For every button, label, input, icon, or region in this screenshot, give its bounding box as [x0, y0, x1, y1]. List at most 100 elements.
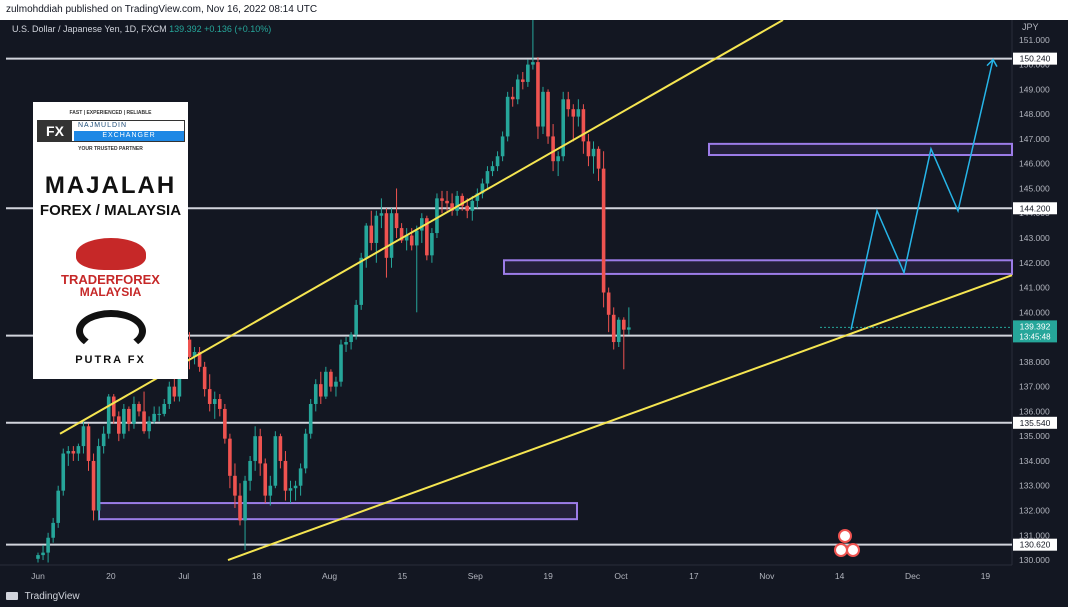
symbol-change: +0.136 (+0.10%)	[204, 24, 272, 34]
tradingview-icon	[6, 592, 18, 601]
candle-body	[288, 488, 293, 491]
publisher-bar: zulmohddiah published on TradingView.com…	[0, 0, 1068, 20]
candle-body	[566, 99, 571, 110]
y-tick-label: 138.000	[1019, 357, 1050, 367]
candle-body	[591, 148, 596, 157]
y-tick-label: 141.000	[1019, 283, 1050, 293]
candle-body	[313, 384, 318, 404]
candle-body	[384, 213, 389, 258]
candle-body	[303, 433, 308, 469]
y-tick-label: 136.000	[1019, 406, 1050, 416]
candle-body	[379, 213, 384, 216]
candle-body	[329, 371, 333, 387]
najmuldin-fx-logo: FAST | EXPERIENCED | RELIABLE FX NAJMULD…	[33, 110, 188, 155]
candle-body	[167, 386, 172, 404]
projection-path	[850, 59, 994, 330]
putra-swirl-icon	[75, 310, 146, 352]
candle-body	[526, 64, 530, 82]
candle-body	[354, 304, 358, 335]
y-tick-label: 133.000	[1019, 481, 1050, 491]
y-tick-label: 131.000	[1019, 530, 1050, 540]
chart-area[interactable]: JPY 130.000 131.000 132.000 133.000 134.000 13…	[0, 20, 1068, 587]
footer-brand: TradingView	[24, 591, 80, 602]
candle-body	[278, 436, 283, 461]
candle-body	[521, 79, 525, 82]
candle-body	[561, 99, 565, 157]
y-tick-label: 151.000	[1019, 35, 1050, 45]
candle-body	[460, 195, 464, 206]
candle-body	[480, 183, 485, 194]
y-tick-label: 149.000	[1019, 84, 1050, 94]
fx-name1: NAJMULDIN	[78, 122, 128, 129]
candle-body	[596, 148, 601, 169]
candle-body	[132, 403, 136, 424]
fx-mark: FX	[38, 121, 72, 141]
candle-body	[142, 411, 146, 432]
x-tick-label: 19	[543, 571, 553, 581]
footer-bar: TradingView	[0, 587, 1068, 607]
current-price-tag	[1013, 320, 1057, 343]
candle-body	[71, 451, 76, 454]
candle-body	[61, 453, 66, 491]
candle-body	[601, 168, 606, 293]
x-tick-label: Nov	[759, 571, 775, 581]
candle-body	[546, 91, 550, 137]
candle-body	[197, 351, 202, 367]
candle-body	[576, 109, 581, 117]
candle-body	[66, 451, 71, 454]
y-tick-label: 137.000	[1019, 382, 1050, 392]
candle-body	[414, 230, 419, 246]
candle-body	[409, 235, 414, 246]
candle-body	[425, 218, 429, 256]
candle-body	[258, 436, 262, 464]
candle-body	[334, 381, 338, 387]
candle-body	[485, 171, 490, 184]
candle-body	[273, 436, 278, 486]
price-axis	[1012, 20, 1068, 587]
level-price-label: 130.620	[1020, 540, 1051, 550]
candle-body	[308, 403, 313, 434]
current-price-label: 139.392	[1020, 321, 1051, 331]
x-tick-label: Aug	[322, 571, 337, 581]
publisher-text: zulmohddiah published on TradingView.com…	[6, 4, 318, 15]
candle-body	[218, 399, 222, 409]
candle-body	[369, 225, 374, 243]
candle-body	[349, 334, 353, 343]
y-tick-label: 142.000	[1019, 258, 1050, 268]
event-flag-icon	[834, 543, 848, 557]
candle-body	[202, 366, 207, 390]
level-price-label: 144.200	[1020, 203, 1051, 213]
candle-body	[430, 233, 434, 256]
x-tick-label: Jul	[178, 571, 189, 581]
tiger-icon	[75, 238, 146, 270]
candle-body	[399, 228, 404, 241]
y-tick-label: 130.000	[1019, 555, 1050, 565]
candle-body	[248, 460, 252, 481]
x-tick-label: 14	[835, 571, 845, 581]
candle-body	[490, 166, 495, 172]
x-tick-label: 18	[252, 571, 262, 581]
candle-body	[253, 436, 257, 461]
x-tick-label: Oct	[614, 571, 628, 581]
candle-body	[122, 408, 126, 434]
traderforex-logo: TRADERFOREX MALAYSIA	[33, 238, 188, 299]
x-tick-label: Dec	[905, 571, 921, 581]
countdown-label: 13:45:48	[1019, 332, 1051, 341]
zone-142	[503, 259, 1013, 275]
candle-body	[586, 141, 591, 157]
projection-arrowhead	[986, 58, 998, 68]
candle-body	[137, 403, 141, 412]
candle-body	[101, 433, 106, 447]
candle-body	[51, 522, 55, 538]
candle-body	[445, 200, 449, 204]
candle-body	[56, 490, 60, 523]
candle-body	[344, 342, 348, 345]
candle-body	[157, 413, 161, 415]
candle-body	[627, 327, 631, 330]
fx-name2: EXCHANGER	[74, 131, 184, 141]
level-price-label: 150.240	[1020, 54, 1051, 64]
candle-body	[46, 537, 50, 553]
x-tick-label: 17	[689, 571, 699, 581]
candle-body	[465, 205, 470, 211]
candle-body	[117, 416, 121, 434]
